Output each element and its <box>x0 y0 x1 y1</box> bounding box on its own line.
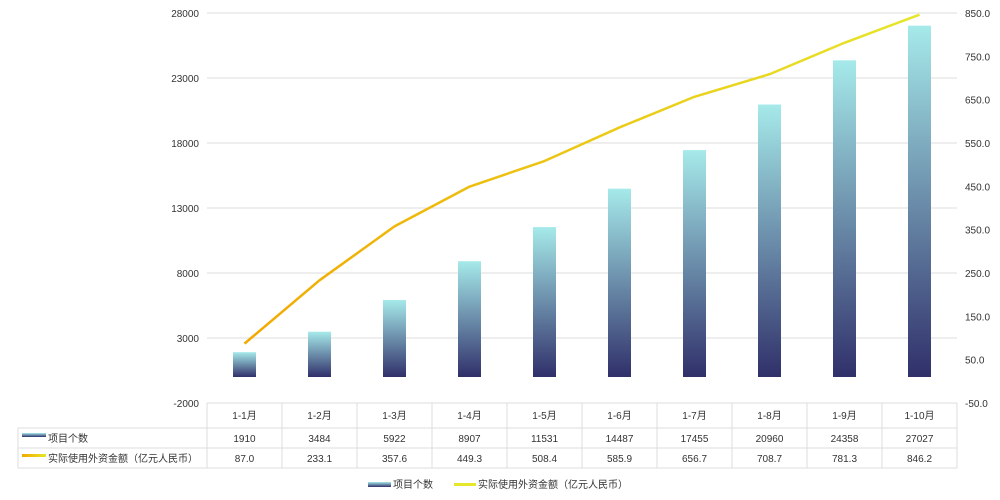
line-data-label: 708.7 <box>757 454 782 465</box>
line-data-label: 781.3 <box>832 454 857 465</box>
bar <box>608 188 631 377</box>
bar <box>683 150 706 377</box>
bar <box>383 300 406 377</box>
legend-line-swatch <box>454 483 476 486</box>
bar-data-label: 24358 <box>831 434 859 445</box>
right-axis-tick: 150.0 <box>965 312 990 323</box>
bar-data-label: 8907 <box>458 434 481 445</box>
category-label: 1-8月 <box>757 410 781 422</box>
line-data-label: 508.4 <box>532 454 557 465</box>
line-series <box>243 13 920 345</box>
left-axis-tick: -2000 <box>173 399 199 410</box>
bar <box>458 261 481 377</box>
category-label: 1-7月 <box>682 410 706 422</box>
bar-data-label: 27027 <box>906 434 934 445</box>
bar-series-swatch <box>22 433 46 437</box>
right-axis-tick: -50.0 <box>965 399 988 410</box>
bar-data-label: 1910 <box>233 434 256 445</box>
line-data-label: 233.1 <box>307 454 332 465</box>
right-axis-tick: 650.0 <box>965 96 990 107</box>
line-data-label: 87.0 <box>235 454 255 465</box>
category-label: 1-10月 <box>904 410 934 422</box>
right-axis-tick: 850.0 <box>965 9 990 20</box>
line-data-label: 656.7 <box>682 454 707 465</box>
right-axis-tick: 50.0 <box>965 356 985 367</box>
category-label: 1-9月 <box>832 410 856 422</box>
line-series-swatch <box>22 454 46 457</box>
bar-data-label: 20960 <box>756 434 784 445</box>
category-label: 1-2月 <box>307 410 331 422</box>
bar <box>308 331 331 377</box>
bar <box>758 104 781 378</box>
bar <box>833 60 856 377</box>
legend-bar-swatch <box>368 482 391 487</box>
bar-series-name: 项目个数 <box>48 432 88 445</box>
bar-data-label: 5922 <box>383 434 406 445</box>
line-data-label: 585.9 <box>607 454 632 465</box>
right-axis-tick: 750.0 <box>965 52 990 63</box>
legend-bar-label: 项目个数 <box>393 478 433 491</box>
legend-line-label: 实际使用外资金额（亿元人民币） <box>478 478 628 491</box>
right-axis-tick: 450.0 <box>965 182 990 193</box>
left-axis-tick: 28000 <box>171 9 199 20</box>
bar-data-label: 3484 <box>308 434 331 445</box>
category-label: 1-5月 <box>532 410 556 422</box>
category-label: 1-1月 <box>232 410 256 422</box>
category-label: 1-3月 <box>382 410 406 422</box>
category-label: 1-6月 <box>607 410 631 422</box>
left-axis-tick: 8000 <box>177 269 200 280</box>
line-data-label: 449.3 <box>457 454 482 465</box>
left-axis-tick: 13000 <box>171 204 199 215</box>
category-label: 1-4月 <box>457 410 481 422</box>
left-axis-tick: 23000 <box>171 74 199 85</box>
left-axis-tick: 3000 <box>177 334 200 345</box>
bar <box>233 352 256 377</box>
right-axis-tick: 350.0 <box>965 226 990 237</box>
line-data-label: 357.6 <box>382 454 407 465</box>
bar <box>908 25 931 378</box>
left-axis-tick: 18000 <box>171 139 199 150</box>
bar-data-label: 14487 <box>606 434 634 445</box>
line-series-name: 实际使用外资金额（亿元人民币） <box>48 452 198 465</box>
line-data-label: 846.2 <box>907 454 932 465</box>
right-axis-tick: 250.0 <box>965 269 990 280</box>
bar <box>533 227 556 377</box>
right-axis-tick: 550.0 <box>965 139 990 150</box>
bar-data-label: 11531 <box>531 434 559 445</box>
bar-data-label: 17455 <box>681 434 709 445</box>
